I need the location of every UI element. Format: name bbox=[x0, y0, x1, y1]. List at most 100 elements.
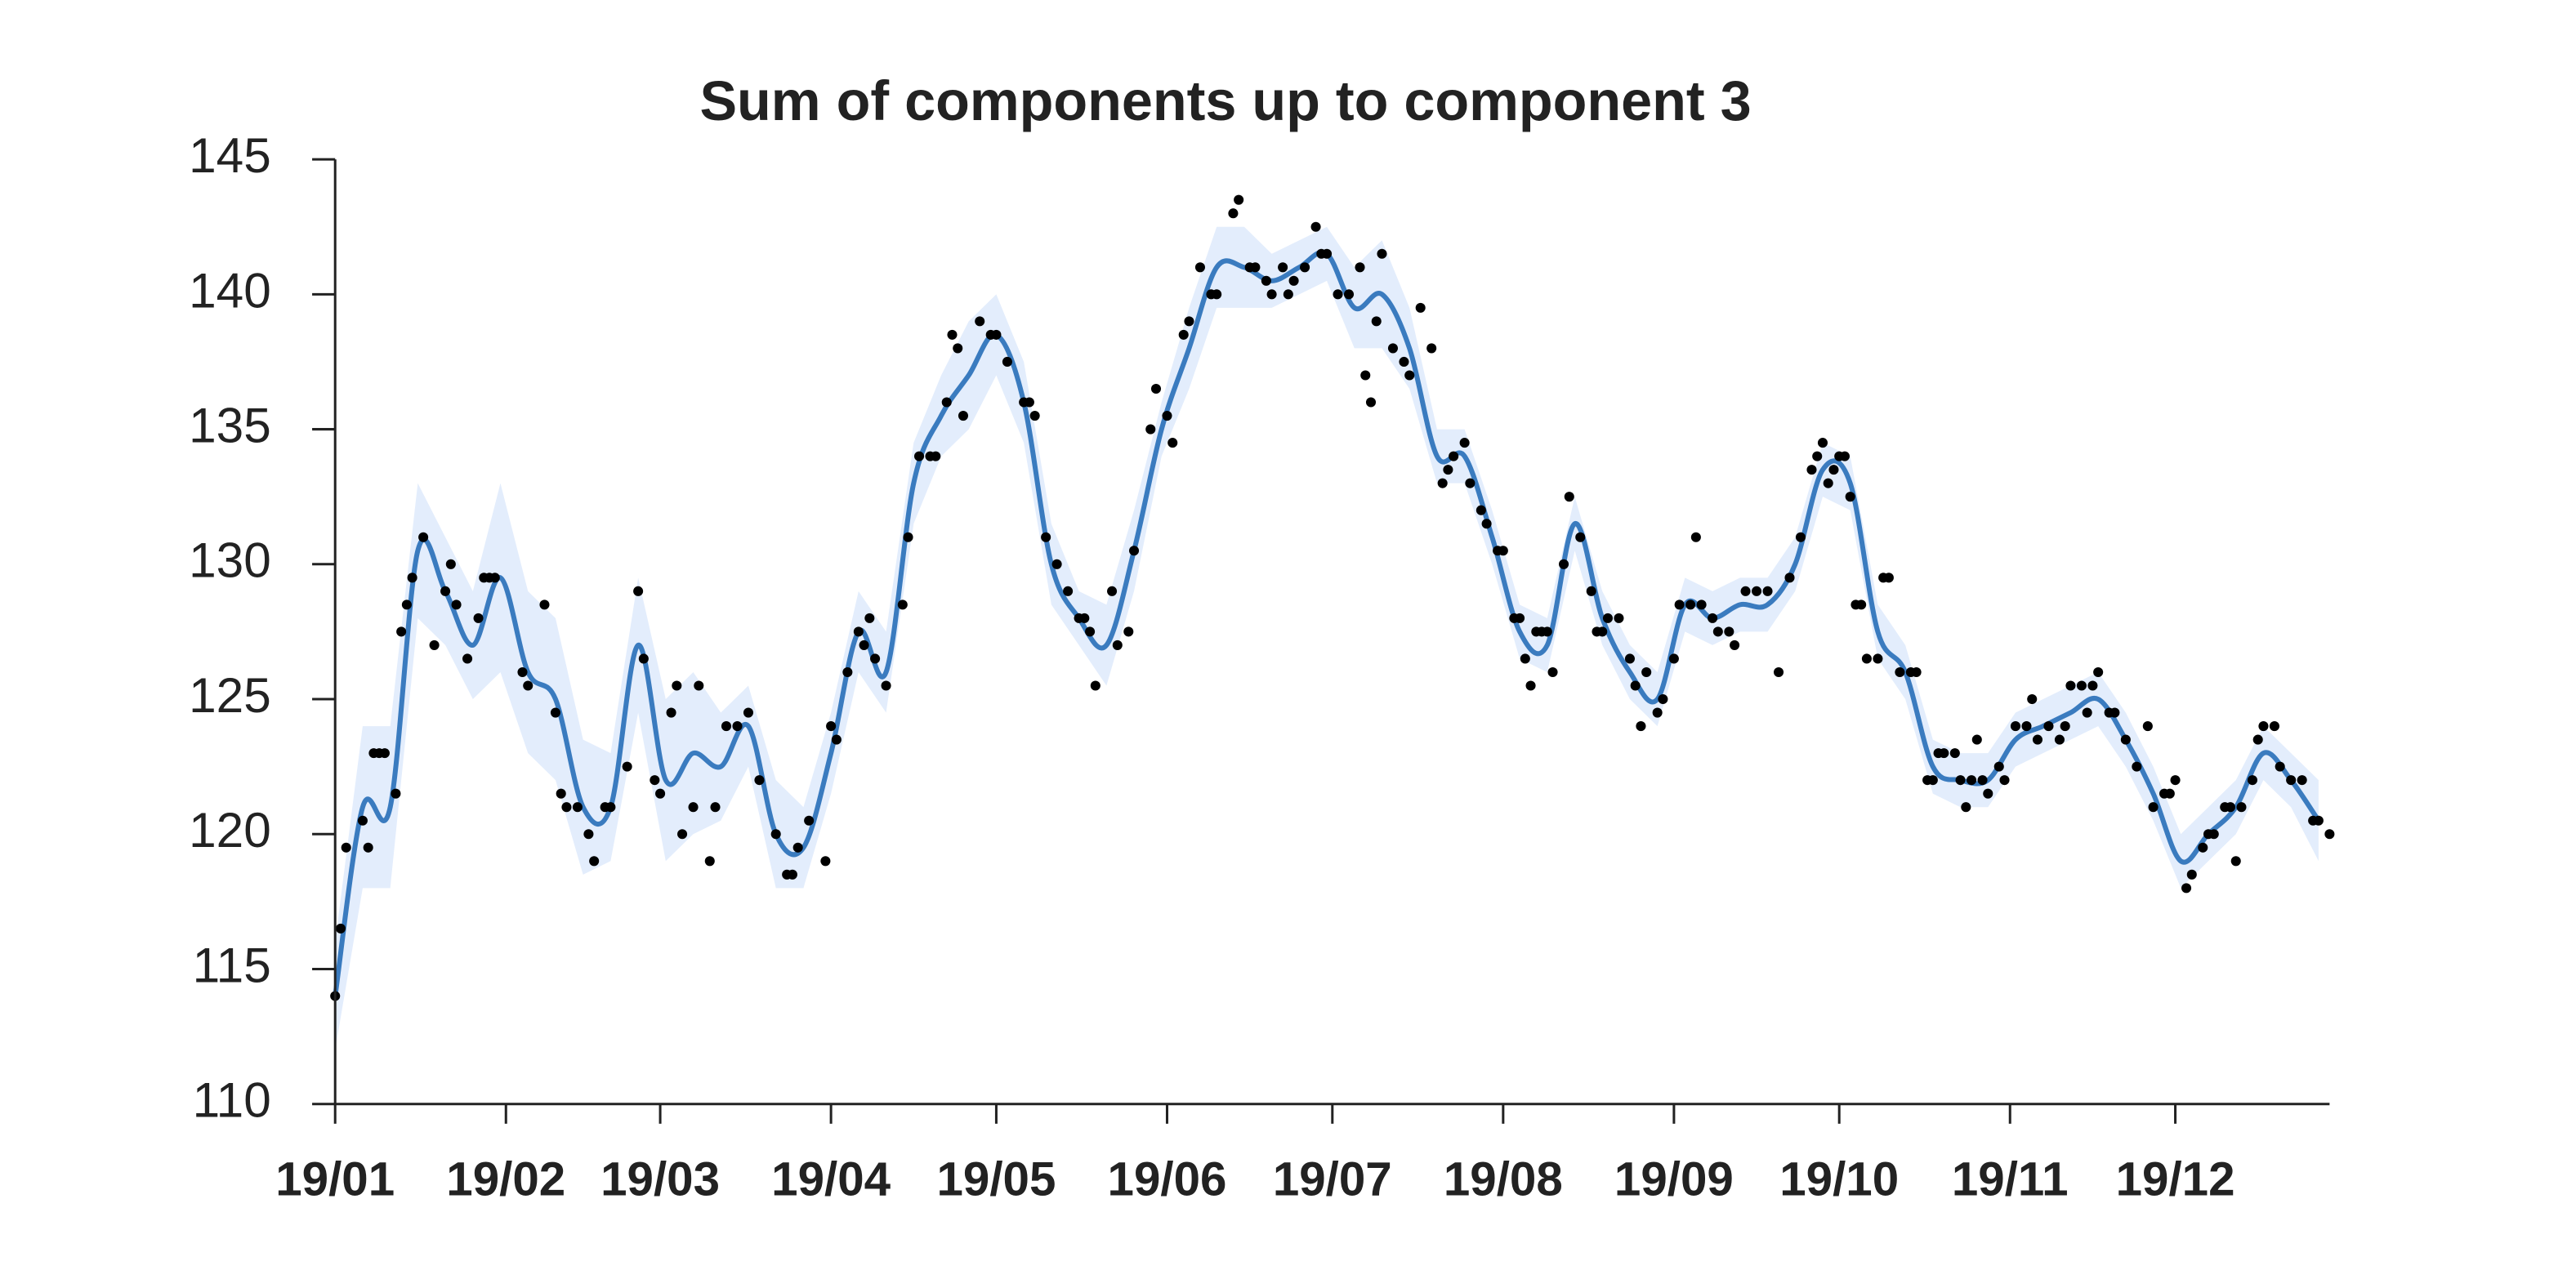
data-point bbox=[1730, 640, 1740, 650]
data-point bbox=[1322, 248, 1333, 259]
x-tick-label: 19/06 bbox=[1108, 1153, 1227, 1206]
data-point bbox=[853, 626, 864, 637]
data-point bbox=[1586, 586, 1596, 596]
data-point bbox=[1712, 626, 1723, 637]
data-point bbox=[941, 397, 952, 408]
data-point bbox=[2109, 707, 2120, 718]
data-point bbox=[1839, 451, 1850, 461]
data-point bbox=[440, 586, 451, 596]
data-point bbox=[1024, 397, 1034, 408]
data-point bbox=[407, 573, 417, 583]
x-tick-label: 19/07 bbox=[1273, 1153, 1392, 1206]
data-point bbox=[429, 640, 440, 650]
x-tick-label: 19/04 bbox=[771, 1153, 891, 1206]
data-point bbox=[1288, 275, 1299, 286]
data-point bbox=[710, 802, 721, 813]
data-point bbox=[1234, 194, 1244, 205]
data-point bbox=[1261, 275, 1271, 286]
data-point bbox=[947, 329, 958, 340]
data-point bbox=[638, 653, 649, 664]
data-point bbox=[975, 316, 985, 327]
data-point bbox=[1752, 586, 1762, 596]
data-point bbox=[1927, 775, 1938, 786]
data-point bbox=[1977, 775, 1988, 786]
data-point bbox=[2148, 802, 2159, 813]
data-point bbox=[1652, 707, 1663, 718]
data-point bbox=[401, 599, 412, 610]
data-point bbox=[666, 707, 676, 718]
data-point bbox=[881, 680, 891, 691]
data-point bbox=[804, 815, 815, 826]
data-point bbox=[2230, 856, 2241, 867]
data-point bbox=[1685, 599, 1696, 610]
data-point bbox=[1107, 586, 1118, 596]
data-point bbox=[2247, 775, 2257, 786]
data-point bbox=[1266, 289, 1277, 300]
data-point bbox=[897, 599, 908, 610]
data-point bbox=[1806, 465, 1817, 475]
data-point bbox=[704, 856, 715, 867]
data-point bbox=[2032, 734, 2042, 745]
data-point bbox=[1630, 680, 1641, 691]
data-point bbox=[1371, 316, 1382, 327]
y-tick-label: 130 bbox=[189, 533, 271, 588]
data-point bbox=[694, 680, 704, 691]
data-point bbox=[870, 653, 881, 664]
data-point bbox=[1955, 775, 1966, 786]
data-point bbox=[1856, 599, 1867, 610]
data-point bbox=[1636, 721, 1646, 732]
data-point bbox=[1360, 370, 1371, 381]
data-point bbox=[721, 721, 732, 732]
data-point bbox=[633, 586, 644, 596]
data-point bbox=[1415, 302, 1426, 313]
data-point bbox=[1828, 465, 1839, 475]
data-point bbox=[539, 599, 550, 610]
data-point bbox=[1399, 356, 1409, 367]
data-point bbox=[1520, 653, 1530, 664]
data-point bbox=[335, 923, 346, 934]
data-point bbox=[473, 613, 484, 623]
data-point bbox=[1228, 208, 1239, 219]
data-point bbox=[1817, 438, 1828, 448]
data-point bbox=[2269, 721, 2279, 732]
x-tick-label: 19/08 bbox=[1444, 1153, 1563, 1206]
data-point bbox=[2236, 802, 2247, 813]
data-point bbox=[2093, 666, 2104, 678]
data-point bbox=[418, 532, 429, 542]
data-point bbox=[1355, 262, 1365, 273]
data-point bbox=[2181, 883, 2192, 894]
data-point bbox=[1128, 546, 1140, 556]
data-point bbox=[1696, 599, 1707, 610]
data-point bbox=[1426, 343, 1437, 354]
data-point bbox=[2142, 721, 2153, 732]
data-point bbox=[1051, 559, 1062, 569]
data-point bbox=[2313, 815, 2324, 826]
data-point bbox=[572, 802, 583, 813]
data-point bbox=[1465, 478, 1476, 488]
data-point bbox=[1597, 626, 1608, 637]
data-point bbox=[1674, 599, 1685, 610]
data-point bbox=[2076, 680, 2087, 691]
data-point bbox=[2010, 721, 2021, 732]
data-point bbox=[1404, 370, 1415, 381]
data-point bbox=[2054, 734, 2065, 745]
data-point bbox=[1740, 586, 1751, 596]
data-point bbox=[1443, 465, 1453, 475]
data-point bbox=[583, 829, 594, 840]
data-point bbox=[688, 802, 699, 813]
data-point bbox=[1167, 438, 1178, 448]
y-tick-label: 135 bbox=[189, 398, 271, 453]
data-point bbox=[958, 411, 969, 421]
data-point bbox=[1481, 519, 1492, 529]
data-point bbox=[622, 761, 632, 772]
data-point bbox=[2225, 802, 2236, 813]
data-point bbox=[341, 842, 351, 853]
data-point bbox=[820, 856, 831, 867]
data-point bbox=[1564, 492, 1574, 502]
x-tick-label: 19/11 bbox=[1952, 1153, 2069, 1206]
data-point bbox=[1575, 532, 1586, 542]
data-point bbox=[1079, 613, 1090, 623]
data-point bbox=[2132, 761, 2142, 772]
data-point bbox=[2258, 721, 2269, 732]
